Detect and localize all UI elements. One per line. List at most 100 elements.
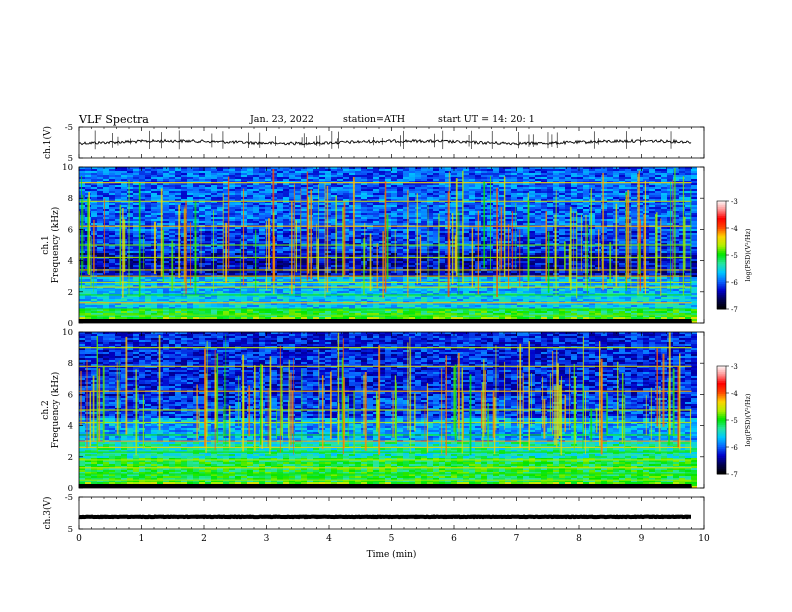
ch1-spectrogram-cell — [541, 203, 547, 205]
ch1-spectrogram-cell — [235, 221, 241, 223]
ch1-spectrogram-cell — [337, 241, 343, 243]
ch1-spectrogram-cell — [205, 167, 211, 169]
ch1-spectrogram-cell — [127, 167, 133, 169]
ch1-spectrogram-cell — [409, 203, 415, 205]
ch1-spectrogram-cell — [139, 211, 145, 213]
ch1-spectrogram-cell — [247, 171, 253, 173]
ch1-spectrogram-cell — [319, 243, 325, 245]
ch1-spectrogram-cell — [403, 171, 409, 173]
ch1-spectrogram-cell — [607, 221, 613, 223]
ch1-spectrogram-cell — [319, 251, 325, 253]
ch1-spectrogram-cell — [673, 261, 679, 263]
ch1-spectrogram-cell — [559, 189, 565, 191]
ch1-spectrogram-cell — [205, 219, 211, 221]
ch1-spectrogram-cell — [361, 205, 367, 207]
ch1-spectrogram-cell — [157, 203, 163, 205]
ch1-spectrogram-cell — [685, 173, 691, 175]
ch1-spectrogram-cell — [331, 251, 337, 253]
ch1-spectrogram-cell — [187, 219, 193, 221]
ch1-spectrogram-cell — [643, 167, 649, 169]
ch1-spectrogram-cell — [169, 233, 175, 235]
ch1-spectrogram-cell — [421, 255, 427, 257]
ch1-spectrogram-cell — [331, 245, 337, 247]
ch1-spectrogram-cell — [199, 193, 205, 195]
ch1-spectrogram-cell — [403, 255, 409, 257]
ch1-spectrogram-cell — [499, 167, 505, 169]
ch1-spectrogram-cell — [229, 209, 235, 211]
ch1-spectrogram-cell — [163, 251, 169, 253]
ch1-spectrogram-cell — [439, 253, 445, 255]
ch1-spectrogram-cell — [403, 167, 409, 169]
ch1-spectrogram-cell — [535, 187, 541, 189]
ch1-spectrogram-cell — [205, 187, 211, 189]
ch1-spectrogram-cell — [133, 211, 139, 213]
ch1-spectrogram-cell — [187, 211, 193, 213]
ch1-spectrogram-cell — [277, 253, 283, 255]
ch1-spectrogram-cell — [205, 233, 211, 235]
ch1-spectrogram-cell — [175, 173, 181, 175]
ch1-spectrogram-cell — [163, 169, 169, 171]
ch1-spectrogram-cell — [601, 239, 607, 241]
ch1-spectrogram-cell — [355, 233, 361, 235]
ch1-spectrogram-cell — [427, 209, 433, 211]
ch1-spectrogram-cell — [427, 259, 433, 261]
ch1-spectrogram-cell — [655, 187, 661, 189]
ch1-spectrogram-cell — [133, 185, 139, 187]
ch1-spectrogram-cell — [589, 231, 595, 233]
ch1-spectrogram-cell — [331, 205, 337, 207]
ch1-spectrogram-cell — [673, 191, 679, 193]
ch1-spectrogram-cell — [673, 203, 679, 205]
ch1-spectrogram-cell — [397, 203, 403, 205]
ch1-spectrogram-cell — [475, 205, 481, 207]
ch1-spectrogram-cell — [631, 221, 637, 223]
ch1-spectrogram-cell — [235, 217, 241, 219]
ch1-spectrogram-cell — [655, 191, 661, 193]
ch1-spectrogram-cell — [295, 177, 301, 179]
ch1-spectrogram-cell — [133, 231, 139, 233]
ch1-spectrogram-cell — [421, 189, 427, 191]
ch1-spectrogram-cell — [355, 167, 361, 169]
ch1-spectrogram-cell — [493, 173, 499, 175]
ch1-spectrogram-cell — [277, 239, 283, 241]
ch1-spectrogram-cell — [505, 169, 511, 171]
ch1-spectrogram-cell — [655, 173, 661, 175]
ch1-spectrogram-cell — [583, 197, 589, 199]
ch1-spectrogram-cell — [517, 185, 523, 187]
ch1-spectrogram-cell — [91, 201, 97, 203]
ch1-spectrogram-cell — [277, 219, 283, 221]
ch1-spectrogram-cell — [451, 189, 457, 191]
ch1-spectrogram-cell — [349, 249, 355, 251]
ch1-spectrogram-cell — [457, 197, 463, 199]
ch1-spectrogram-cell — [577, 221, 583, 223]
ch1-spectrogram-cell — [295, 261, 301, 263]
ch1-spectrogram-cell — [97, 199, 103, 201]
ch1-spectrogram-cell — [577, 169, 583, 171]
ch1-spectrogram-cell — [541, 173, 547, 175]
ch1-spectrogram-cell — [505, 209, 511, 211]
ch1-spectrogram-cell — [385, 193, 391, 195]
ch1-spectrogram-cell — [103, 173, 109, 175]
ch1-spectrogram-cell — [115, 191, 121, 193]
ch1-spectrogram-cell — [247, 237, 253, 239]
ch1-spectrogram-cell — [175, 227, 181, 229]
ch1-spectrogram-cell — [565, 235, 571, 237]
ch1-spectrogram-cell — [403, 221, 409, 223]
ch1-spectrogram-cell — [313, 223, 319, 225]
ch1-spectrogram-cell — [565, 219, 571, 221]
ch1-spectrogram-cell — [91, 167, 97, 169]
ch1-spectrogram-cell — [307, 227, 313, 229]
ch1-spectrogram-cell — [199, 199, 205, 201]
ch1-spectrogram-cell — [223, 183, 229, 185]
ch1-spectrogram-cell — [301, 205, 307, 207]
ch1-spectrogram-cell — [619, 203, 625, 205]
ch1-spectrogram-cell — [547, 209, 553, 211]
ch1-spectrogram-cell — [505, 201, 511, 203]
ch1-spectrogram-cell — [535, 199, 541, 201]
ch1-spectrogram-cell — [277, 183, 283, 185]
ch1-spectrogram-cell — [79, 245, 85, 247]
ch1-spectrogram-cell — [451, 175, 457, 177]
ch1-spectrogram-cell — [373, 199, 379, 201]
ch1-spectrogram-cell — [667, 247, 673, 249]
ch1-spectrogram-cell — [565, 187, 571, 189]
ch1-spectrogram-cell — [625, 187, 631, 189]
